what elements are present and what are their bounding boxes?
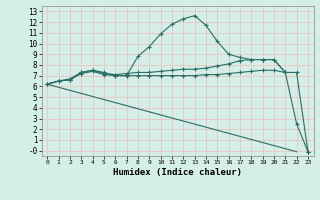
X-axis label: Humidex (Indice chaleur): Humidex (Indice chaleur) <box>113 168 242 177</box>
